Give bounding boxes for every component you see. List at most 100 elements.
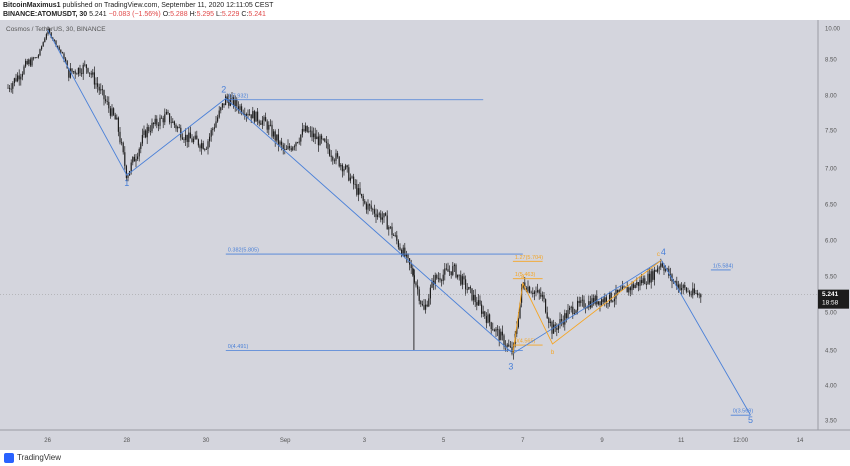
price-change: −0.083 (−1.56%) [108, 11, 161, 18]
candle-body [226, 96, 228, 100]
candle-body [247, 114, 249, 116]
candle-body [205, 148, 207, 150]
candle-body [453, 264, 455, 267]
ohlc-line: BINANCE:ATOMUSDT, 30 5.241 −0.083 (−1.56… [3, 10, 266, 19]
candle-body [476, 302, 478, 306]
candle-body [303, 128, 305, 132]
fib-level-label: 0.382(5.805) [228, 248, 259, 254]
tradingview-brand[interactable]: TradingView [17, 453, 62, 462]
fib-level-label: 1.27(5.704) [515, 255, 543, 261]
candle-body [236, 99, 238, 107]
candle-body [484, 311, 486, 317]
candle-body [39, 49, 41, 56]
candle-body [333, 160, 335, 162]
price-axis-area[interactable] [818, 20, 850, 430]
price-tick-label: 5.00 [825, 311, 837, 317]
candle-body [439, 277, 441, 281]
candle-body [239, 106, 241, 110]
candle-body [423, 305, 425, 310]
candle-body [447, 269, 449, 272]
time-tick-label: Sep [280, 438, 291, 444]
candle-body [140, 143, 142, 149]
candle-body [386, 215, 388, 230]
candle-body [58, 46, 60, 50]
candle-body [509, 346, 511, 348]
symbol-label: BINANCE:ATOMUSDT, 30 [3, 11, 88, 18]
author-name[interactable]: BitcoinMaximus1 [3, 2, 61, 9]
candle-body [497, 328, 499, 330]
candle-body [620, 289, 622, 291]
candle-body [498, 329, 500, 341]
candle-body [189, 132, 191, 139]
candle-body [377, 214, 379, 218]
candle-body [383, 213, 385, 218]
open-label: O: [162, 11, 171, 18]
candle-body [111, 108, 113, 116]
candle-body [314, 133, 316, 140]
candle-body [69, 68, 71, 78]
price-tick-label: 6.00 [825, 239, 837, 245]
price-tick-label: 6.50 [825, 203, 837, 209]
candle-body [537, 290, 539, 292]
time-axis-area[interactable] [0, 430, 850, 450]
candle-body [154, 118, 156, 125]
candle-body [530, 292, 532, 294]
candle-body [469, 287, 471, 289]
candle-body [44, 38, 46, 43]
price-tick-label: 10.00 [825, 27, 841, 33]
time-tick-label: 14 [797, 438, 804, 444]
price-chart[interactable]: Cosmos / TetherUS, 30, BINANCE 1(7.932) 0… [0, 20, 850, 450]
wave-point-label: 2 [221, 85, 226, 95]
candle-body [210, 130, 212, 137]
candle-body [338, 156, 340, 167]
candle-body [285, 149, 287, 150]
fib-level-label: 0(4.565) [515, 339, 536, 345]
close-label: C: [241, 11, 249, 18]
candle-body [138, 148, 140, 157]
fib-layer: 1(7.932) 0.382(5.805) 0(4.491) 1.27(5.704) 1… [225, 93, 753, 416]
candle-body [204, 149, 206, 150]
candle-body [666, 268, 668, 270]
candle-body [549, 321, 551, 323]
candle-body [137, 156, 139, 159]
candle-body [82, 64, 84, 74]
candle-body [53, 39, 55, 41]
candle-body [276, 134, 278, 141]
candle-body [95, 83, 97, 85]
price-tick-label: 7.50 [825, 129, 837, 135]
candle-body [188, 132, 190, 143]
candle-body [125, 165, 127, 178]
candle-body [329, 149, 331, 156]
candle-body [135, 158, 137, 162]
candle-body [269, 124, 271, 126]
candle-body [162, 118, 164, 123]
candle-body [337, 153, 339, 157]
candle-body [647, 273, 649, 285]
price-tick-label: 4.50 [825, 349, 837, 355]
candle-body [693, 288, 695, 294]
candle-body [292, 147, 294, 151]
candle-body [551, 321, 553, 334]
plot-area[interactable] [0, 20, 818, 430]
candle-body [543, 295, 545, 300]
candle-body [293, 146, 295, 148]
candle-body [213, 127, 215, 129]
wave-point-label: 3 [508, 362, 513, 372]
candle-body [455, 264, 457, 278]
candle-body [327, 142, 329, 150]
fib-level-label: 0(4.491) [228, 344, 249, 350]
candle-body [460, 274, 462, 285]
price-tick-label: 8.00 [825, 94, 837, 100]
candle-body [557, 324, 559, 330]
candle-body [690, 294, 692, 296]
candle-body [12, 83, 14, 89]
tradingview-logo-icon[interactable] [4, 453, 14, 463]
candle-body [79, 67, 81, 74]
candle-body [298, 141, 300, 143]
last-price-tag [818, 289, 849, 309]
candle-body [349, 177, 351, 181]
candle-body [581, 299, 583, 301]
wave-point-label: 4 [661, 247, 666, 257]
candle-body [321, 135, 323, 140]
price-tick-label: 8.50 [825, 58, 837, 64]
